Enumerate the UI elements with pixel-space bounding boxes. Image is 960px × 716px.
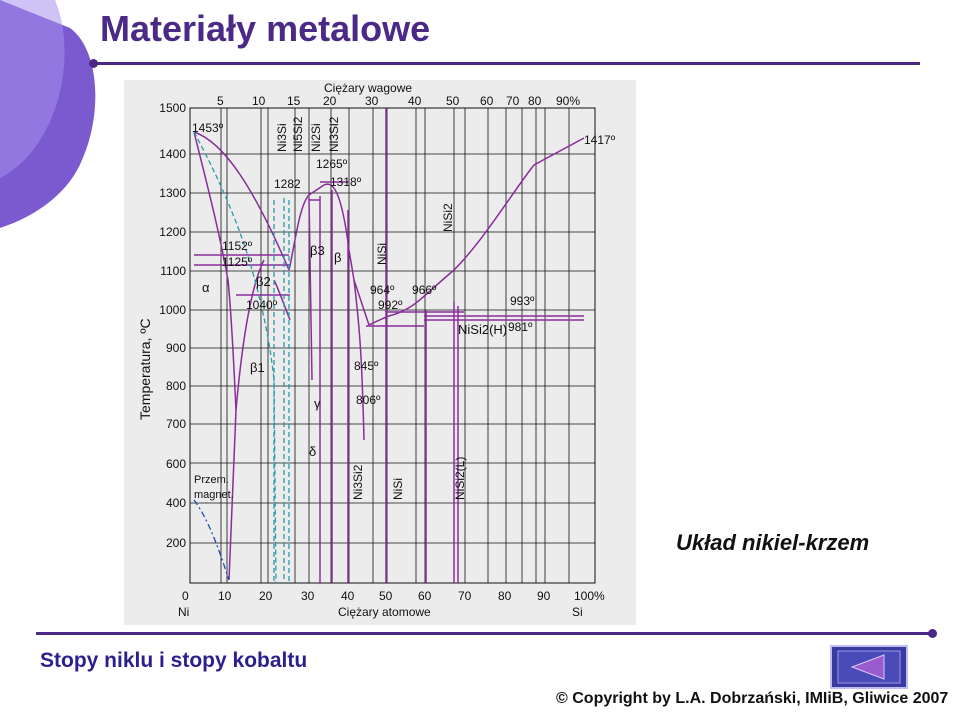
top-tick: 40: [408, 94, 422, 108]
phase-label: magnet.: [194, 489, 234, 501]
temp-label: 1417º: [584, 133, 616, 147]
phase-diagram: Ciężary wagowe 5 10 15 20 30 40 50 60 70…: [124, 80, 636, 625]
temperature-labels: 1453º 1417º 1265º 1282 1318º 1152º 1125º…: [192, 121, 616, 407]
compound-label: NiSi: [391, 478, 405, 500]
phase-label: NiSi2(H): [458, 322, 507, 337]
bottom-left-label: Ni: [178, 605, 189, 619]
phase-label: β2: [256, 274, 271, 289]
bottom-tick: 40: [341, 589, 355, 603]
top-axis-title: Ciężary wagowe: [324, 81, 412, 95]
bottom-tick: 70: [458, 589, 472, 603]
bottom-tick: 60: [418, 589, 432, 603]
compound-label: NiSi2: [441, 203, 455, 232]
temp-label: 981º: [508, 320, 533, 334]
compound-labels: Ni3Si Ni5Si2 Ni2Si Ni3Si2 NiSi NiSi2 Ni3…: [275, 116, 467, 500]
slide-caption: Układ nikiel-krzem: [676, 530, 870, 555]
y-tick: 200: [166, 536, 186, 550]
y-axis: 1500 1400 1300 1200 1100 1000 900 800 70…: [159, 101, 186, 550]
bottom-tick: 80: [498, 589, 512, 603]
top-tick: 60: [480, 94, 494, 108]
phase-label: β3: [310, 243, 325, 258]
top-tick: 5: [217, 94, 224, 108]
bottom-axis-title: Ciężary atomowe: [338, 605, 431, 619]
y-tick: 800: [166, 379, 186, 393]
bottom-axis: 0 10 20 30 40 50 60 70 80 90 100% Ni Cię…: [178, 589, 605, 619]
y-tick: 1500: [159, 101, 186, 115]
bottom-tick: 90: [537, 589, 551, 603]
bottom-right-label: Si: [572, 605, 583, 619]
top-tick: 80: [528, 94, 542, 108]
y-tick: 1200: [159, 225, 186, 239]
top-tick: 20: [323, 94, 337, 108]
top-tick: 15: [287, 94, 301, 108]
bottom-tick: 20: [259, 589, 273, 603]
previous-slide-button[interactable]: [830, 645, 908, 689]
slide-subject: Stopy niklu i stopy kobaltu: [40, 649, 308, 672]
bottom-divider: [36, 629, 937, 638]
temp-label: 964º: [370, 283, 395, 297]
corner-decoration: [0, 0, 96, 228]
plot-grid: [189, 107, 596, 584]
temp-label: 806º: [356, 393, 381, 407]
bottom-tick: 50: [379, 589, 393, 603]
y-tick: 400: [166, 496, 186, 510]
compound-label: Ni3Si: [275, 123, 289, 152]
phase-label: Przem.: [194, 474, 229, 486]
y-tick: 1400: [159, 147, 186, 161]
copyright-notice: © Copyright by L.A. Dobrzański, IMIiB, G…: [556, 690, 949, 707]
top-axis: Ciężary wagowe 5 10 15 20 30 40 50 60 70…: [217, 81, 580, 108]
bottom-tick: 0: [182, 589, 189, 603]
compound-label: NiSi: [375, 243, 389, 265]
y-tick: 1100: [160, 264, 186, 278]
bottom-tick: 10: [218, 589, 232, 603]
top-tick: 50: [446, 94, 460, 108]
phase-label: γ: [314, 396, 321, 411]
temp-label: 1453º: [192, 121, 224, 135]
slide-title: Materiały metalowe: [100, 8, 431, 49]
triangle-left-icon: [837, 650, 901, 684]
y-tick: 600: [166, 457, 186, 471]
compound-label: Ni5Si2: [291, 116, 305, 152]
compound-label: Ni3Si2: [327, 116, 341, 152]
compound-label: Ni3Si2: [351, 464, 365, 500]
phase-label: β1: [250, 360, 265, 375]
bottom-tick: 100%: [574, 589, 605, 603]
y-tick: 1000: [159, 303, 186, 317]
temp-label: 1125º: [222, 255, 253, 269]
bottom-tick: 30: [301, 589, 315, 603]
temp-label: 1152º: [222, 239, 253, 253]
temp-label: 992º: [378, 298, 403, 312]
magnetic-lines: [193, 131, 290, 584]
compound-label: Ni2Si: [309, 123, 323, 152]
temp-label: 966º: [412, 283, 437, 297]
temp-label: 1318º: [330, 175, 362, 189]
temp-label: 993º: [510, 294, 535, 308]
temp-label: 1040º: [246, 298, 278, 312]
top-divider: [89, 59, 920, 68]
y-axis-title: Temperatura, ºC: [137, 318, 153, 420]
top-tick: 70: [506, 94, 520, 108]
phase-label: α: [202, 280, 210, 295]
y-tick: 900: [166, 341, 186, 355]
phase-label: δ: [309, 444, 316, 459]
temp-label: 1282: [274, 177, 301, 191]
compound-label: NiSi2(L): [453, 457, 467, 500]
phase-label: β: [334, 250, 341, 265]
top-tick: 90%: [556, 94, 580, 108]
y-tick: 700: [166, 417, 186, 431]
y-tick: 1300: [159, 186, 186, 200]
top-tick: 10: [252, 94, 266, 108]
top-tick: 30: [365, 94, 379, 108]
temp-label: 845º: [354, 359, 379, 373]
temp-label: 1265º: [316, 157, 348, 171]
phase-labels: α β β1 β2 β3 γ δ NiSi2(H) Przem. magnet.: [194, 243, 507, 501]
